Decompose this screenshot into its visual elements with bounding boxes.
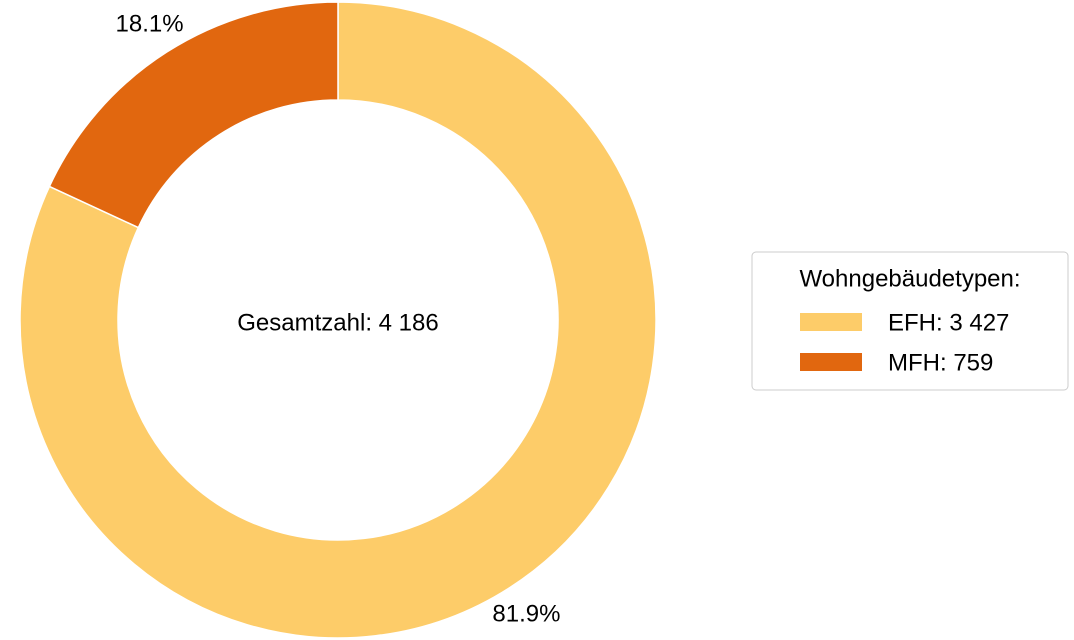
legend-label: EFH: 3 427 — [888, 309, 1009, 336]
slice-label: 81.9% — [492, 600, 560, 627]
donut-slice — [48, 1, 339, 229]
legend-swatch — [800, 313, 862, 331]
legend-swatch — [800, 353, 862, 371]
center-label: Gesamtzahl: 4 186 — [237, 309, 438, 336]
legend-label: MFH: 759 — [888, 349, 993, 376]
legend-title: Wohngebäudetypen: — [799, 265, 1020, 292]
slice-label: 18.1% — [116, 10, 184, 37]
donut-slice — [19, 1, 657, 639]
